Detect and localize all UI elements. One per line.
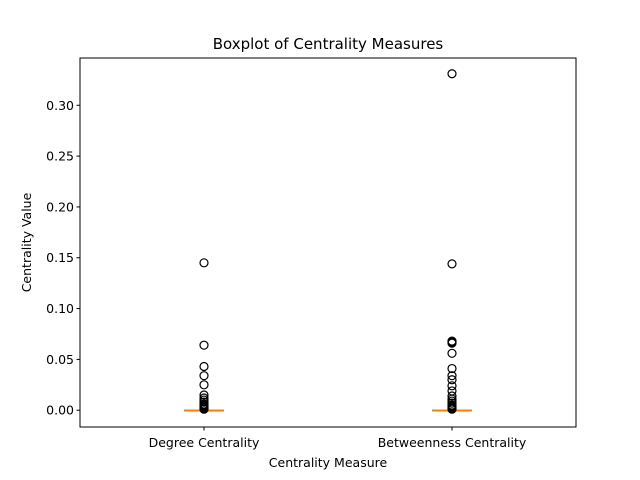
outlier-point xyxy=(199,371,209,381)
y-tick-label: 0.15 xyxy=(46,250,74,265)
outlier-point xyxy=(447,381,457,391)
outlier-point xyxy=(447,69,457,79)
y-tick-label: 0.20 xyxy=(46,199,74,214)
x-tick-label: Degree Centrality xyxy=(149,435,260,450)
outlier-point xyxy=(447,338,457,348)
outlier-point xyxy=(447,363,457,374)
outlier-point xyxy=(199,361,209,372)
y-tick-label: 0.05 xyxy=(46,352,74,367)
outlier-point xyxy=(199,404,209,414)
box-group xyxy=(184,258,224,414)
plot-frame xyxy=(79,57,577,428)
y-tick-label: 0.30 xyxy=(46,98,74,113)
outlier-point xyxy=(447,375,457,385)
y-tick-label: 0.10 xyxy=(46,301,74,316)
box-group xyxy=(432,69,472,414)
y-axis-label: Centrality Value xyxy=(19,192,34,292)
outlier-point xyxy=(447,391,457,401)
x-axis: Degree Centrality Betweenness Centrality xyxy=(149,427,527,450)
outlier-point xyxy=(447,371,457,381)
outlier-point xyxy=(199,258,209,268)
outlier-point xyxy=(199,380,209,390)
y-tick-label: 0.00 xyxy=(46,403,74,418)
plot-area xyxy=(184,69,472,414)
chart-title: Boxplot of Centrality Measures xyxy=(213,35,444,53)
outlier-point xyxy=(447,259,457,269)
x-tick-label: Betweenness Centrality xyxy=(378,435,527,450)
outlier-point xyxy=(447,348,457,358)
y-axis: 0.00 0.05 0.10 0.15 0.20 0.25 0.30 xyxy=(46,98,80,418)
outlier-point xyxy=(199,390,209,400)
x-axis-label: Centrality Measure xyxy=(269,455,388,470)
y-tick-label: 0.25 xyxy=(46,149,74,164)
outlier-point xyxy=(447,404,457,414)
outlier-point xyxy=(199,340,209,350)
